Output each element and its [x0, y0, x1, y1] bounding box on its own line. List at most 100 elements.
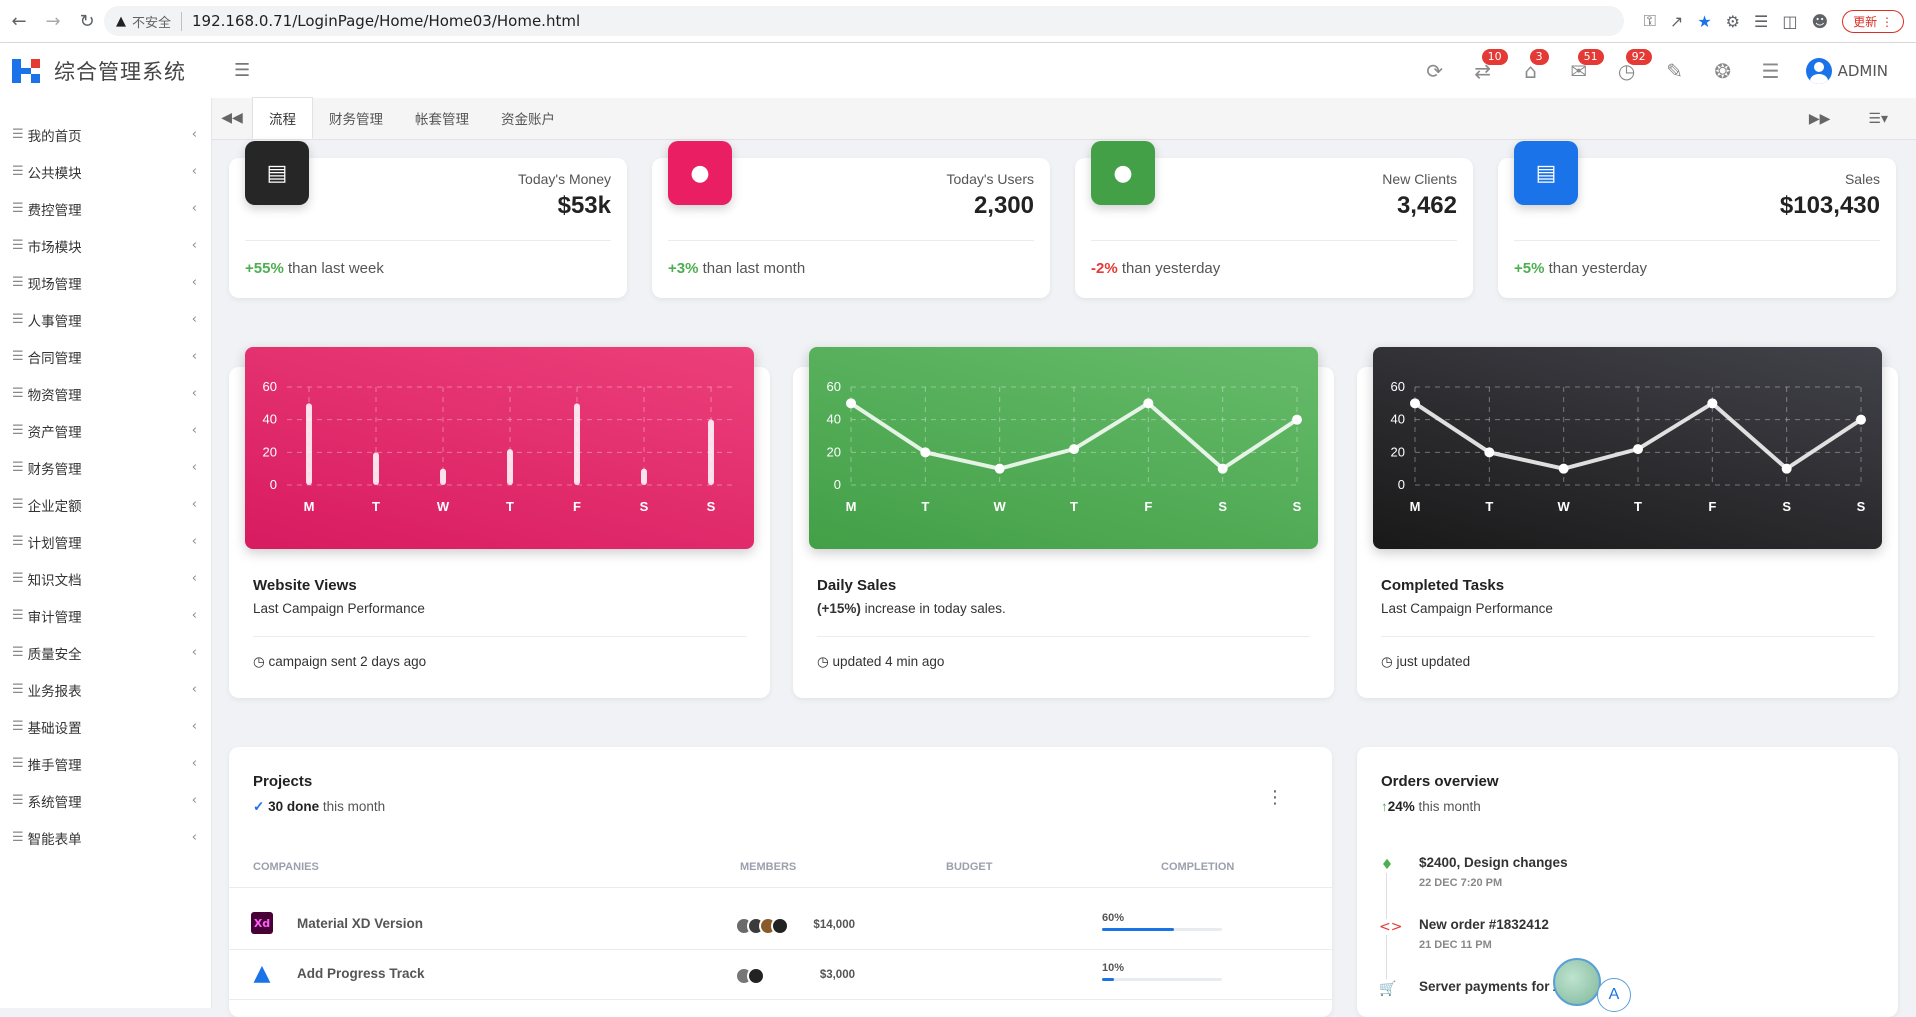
back-icon[interactable]: ←: [11, 10, 27, 32]
sidebar-item-0[interactable]: ☰ 我的首页 ‹: [0, 116, 211, 153]
sidebar-item-19[interactable]: ☰ 智能表单 ‹: [0, 819, 211, 856]
data-point: [1856, 414, 1866, 425]
data-point: [1143, 398, 1154, 409]
key-icon[interactable]: ⚿: [1643, 11, 1656, 30]
address-bar[interactable]: ▲ 不安全 192.168.0.71/LoginPage/Home/Home03…: [104, 6, 1624, 36]
messages-icon[interactable]: ✉ 51: [1566, 48, 1604, 83]
tab-0[interactable]: 流程: [252, 97, 313, 139]
sidebar-item-18[interactable]: ☰ 系统管理 ‹: [0, 782, 211, 819]
tabs-menu-icon[interactable]: ☰▾: [1868, 111, 1888, 127]
budget-value: $14,000: [813, 919, 855, 931]
chevron-left-icon: ‹: [191, 275, 197, 290]
alarms-badge: 92: [1625, 48, 1652, 65]
list-icon: ☰: [12, 830, 24, 845]
sidebar-item-2[interactable]: ☰ 费控管理 ‹: [0, 190, 211, 227]
tabs-prev-icon[interactable]: ◀◀: [221, 110, 243, 126]
bookmark-star-icon[interactable]: ★: [1697, 11, 1712, 31]
tasks-icon[interactable]: ⇄ 10: [1470, 48, 1508, 83]
sidebar-item-5[interactable]: ☰ 人事管理 ‹: [0, 301, 211, 338]
sidebar-item-3[interactable]: ☰ 市场模块 ‹: [0, 227, 211, 264]
member-avatar[interactable]: [747, 967, 765, 985]
projects-period: this month: [319, 799, 386, 814]
stat-footer: +3% than last month: [668, 260, 805, 277]
reload-icon[interactable]: ↻: [79, 10, 95, 32]
chart-footer: ◷ just updated: [1381, 654, 1470, 670]
sidebar-item-12[interactable]: ☰ 知识文档 ‹: [0, 560, 211, 597]
y-tick-label: 40: [263, 412, 277, 427]
list-icon: ☰: [12, 349, 24, 364]
assistant-button[interactable]: A: [1597, 978, 1631, 1012]
chart-card: 0 20 40 60 M T W T F S S Website Views Last Campaign…: [229, 347, 770, 698]
orders-summary: ↑24% this month: [1381, 799, 1481, 814]
extensions-icon[interactable]: ⚙: [1725, 11, 1740, 31]
table-row[interactable]: Xd Material XD Version $14,000 60%: [229, 888, 1332, 950]
data-point: [1217, 463, 1228, 474]
list-icon: ☰: [12, 682, 24, 697]
data-point: [1069, 444, 1079, 455]
assistant-avatar[interactable]: [1553, 958, 1601, 1006]
stat-value: $53k: [557, 192, 611, 219]
budget-value: $3,000: [819, 969, 855, 981]
stat-label: Sales: [1844, 171, 1880, 187]
clock-icon: ◷: [253, 654, 265, 669]
sidebar-item-10[interactable]: ☰ 企业定额 ‹: [0, 486, 211, 523]
bar: [440, 468, 446, 485]
sidebar-item-label: 资产管理: [27, 424, 82, 441]
chevron-left-icon: ‹: [191, 497, 197, 512]
sidebar-item-17[interactable]: ☰ 推手管理 ‹: [0, 745, 211, 782]
layers-icon[interactable]: ☰: [1761, 58, 1780, 83]
sidepanel-icon[interactable]: ◫: [1782, 11, 1798, 31]
list-icon: ☰: [12, 645, 24, 660]
sidebar-item-13[interactable]: ☰ 审计管理 ‹: [0, 597, 211, 634]
sidebar-item-7[interactable]: ☰ 物资管理 ‹: [0, 375, 211, 412]
security-label: 不安全: [132, 11, 183, 31]
reading-list-icon[interactable]: ☰: [1754, 11, 1769, 31]
share-icon[interactable]: ↗: [1669, 11, 1684, 31]
stat-change-text: than yesterday: [1117, 260, 1221, 277]
edit-list-icon[interactable]: ✎: [1666, 58, 1683, 83]
sidebar-item-9[interactable]: ☰ 财务管理 ‹: [0, 449, 211, 486]
sidebar-item-label: 质量安全: [27, 646, 82, 663]
sidebar-item-6[interactable]: ☰ 合同管理 ‹: [0, 338, 211, 375]
tab-3[interactable]: 资金账户: [501, 112, 555, 128]
tabs-next-icon[interactable]: ▶▶: [1808, 111, 1831, 127]
chart-svg: 0 20 40 60 M T W T F S S: [1391, 379, 1866, 514]
list-icon: ☰: [12, 201, 24, 216]
sidebar-item-8[interactable]: ☰ 资产管理 ‹: [0, 412, 211, 449]
sidebar-item-11[interactable]: ☰ 计划管理 ‹: [0, 523, 211, 560]
chart-subtitle-bold: (+15%): [817, 601, 861, 616]
apps-icon[interactable]: ❂: [1714, 58, 1731, 83]
sidebar-item-16[interactable]: ☰ 基础设置 ‹: [0, 708, 211, 745]
sidebar-item-label: 业务报表: [27, 683, 82, 700]
stat-change: -2%: [1091, 260, 1118, 277]
chevron-left-icon: ‹: [191, 460, 197, 475]
sidebar-item-15[interactable]: ☰ 业务报表 ‹: [0, 671, 211, 708]
timeline-date: 21 DEC 11 PM: [1419, 939, 1492, 951]
update-button[interactable]: 更新 ⋮: [1842, 9, 1904, 33]
profile-icon[interactable]: ☻: [1811, 11, 1829, 31]
member-avatar[interactable]: [771, 917, 789, 935]
tab-1[interactable]: 财务管理: [329, 112, 383, 128]
home-icon[interactable]: ⌂ 3: [1518, 48, 1549, 83]
orders-change: 24%: [1387, 799, 1415, 814]
chart-card: 0 20 40 60 M T W T F S S Daily Sales (+15%) increase…: [793, 347, 1334, 698]
sidebar-item-label: 现场管理: [27, 276, 82, 293]
sidebar-item-4[interactable]: ☰ 现场管理 ‹: [0, 264, 211, 301]
alarm-icon[interactable]: ◷ 92: [1614, 48, 1652, 83]
sidebar-item-label: 审计管理: [27, 609, 82, 626]
chart-footer-text: campaign sent 2 days ago: [268, 654, 427, 669]
table-row[interactable]: ▲ Add Progress Track $3,000 10%: [229, 938, 1332, 1000]
menu-toggle-icon[interactable]: ☰: [234, 60, 251, 81]
sidebar-item-1[interactable]: ☰ 公共模块 ‹: [0, 153, 211, 190]
stat-change-text: than last week: [283, 260, 384, 277]
refresh-icon[interactable]: ⟳: [1426, 58, 1443, 83]
chart-subtitle-text: Last Campaign Performance: [1381, 601, 1553, 616]
forward-icon[interactable]: →: [45, 10, 61, 32]
sidebar-item-14[interactable]: ☰ 质量安全 ‹: [0, 634, 211, 671]
sidebar-item-label: 费控管理: [27, 202, 82, 219]
completion-fill: [1102, 928, 1174, 931]
user-menu[interactable]: ADMIN: [1805, 57, 1888, 84]
y-tick-label: 60: [263, 379, 277, 394]
more-options-icon[interactable]: ⋮: [1266, 787, 1284, 808]
tab-2[interactable]: 帐套管理: [415, 112, 469, 128]
